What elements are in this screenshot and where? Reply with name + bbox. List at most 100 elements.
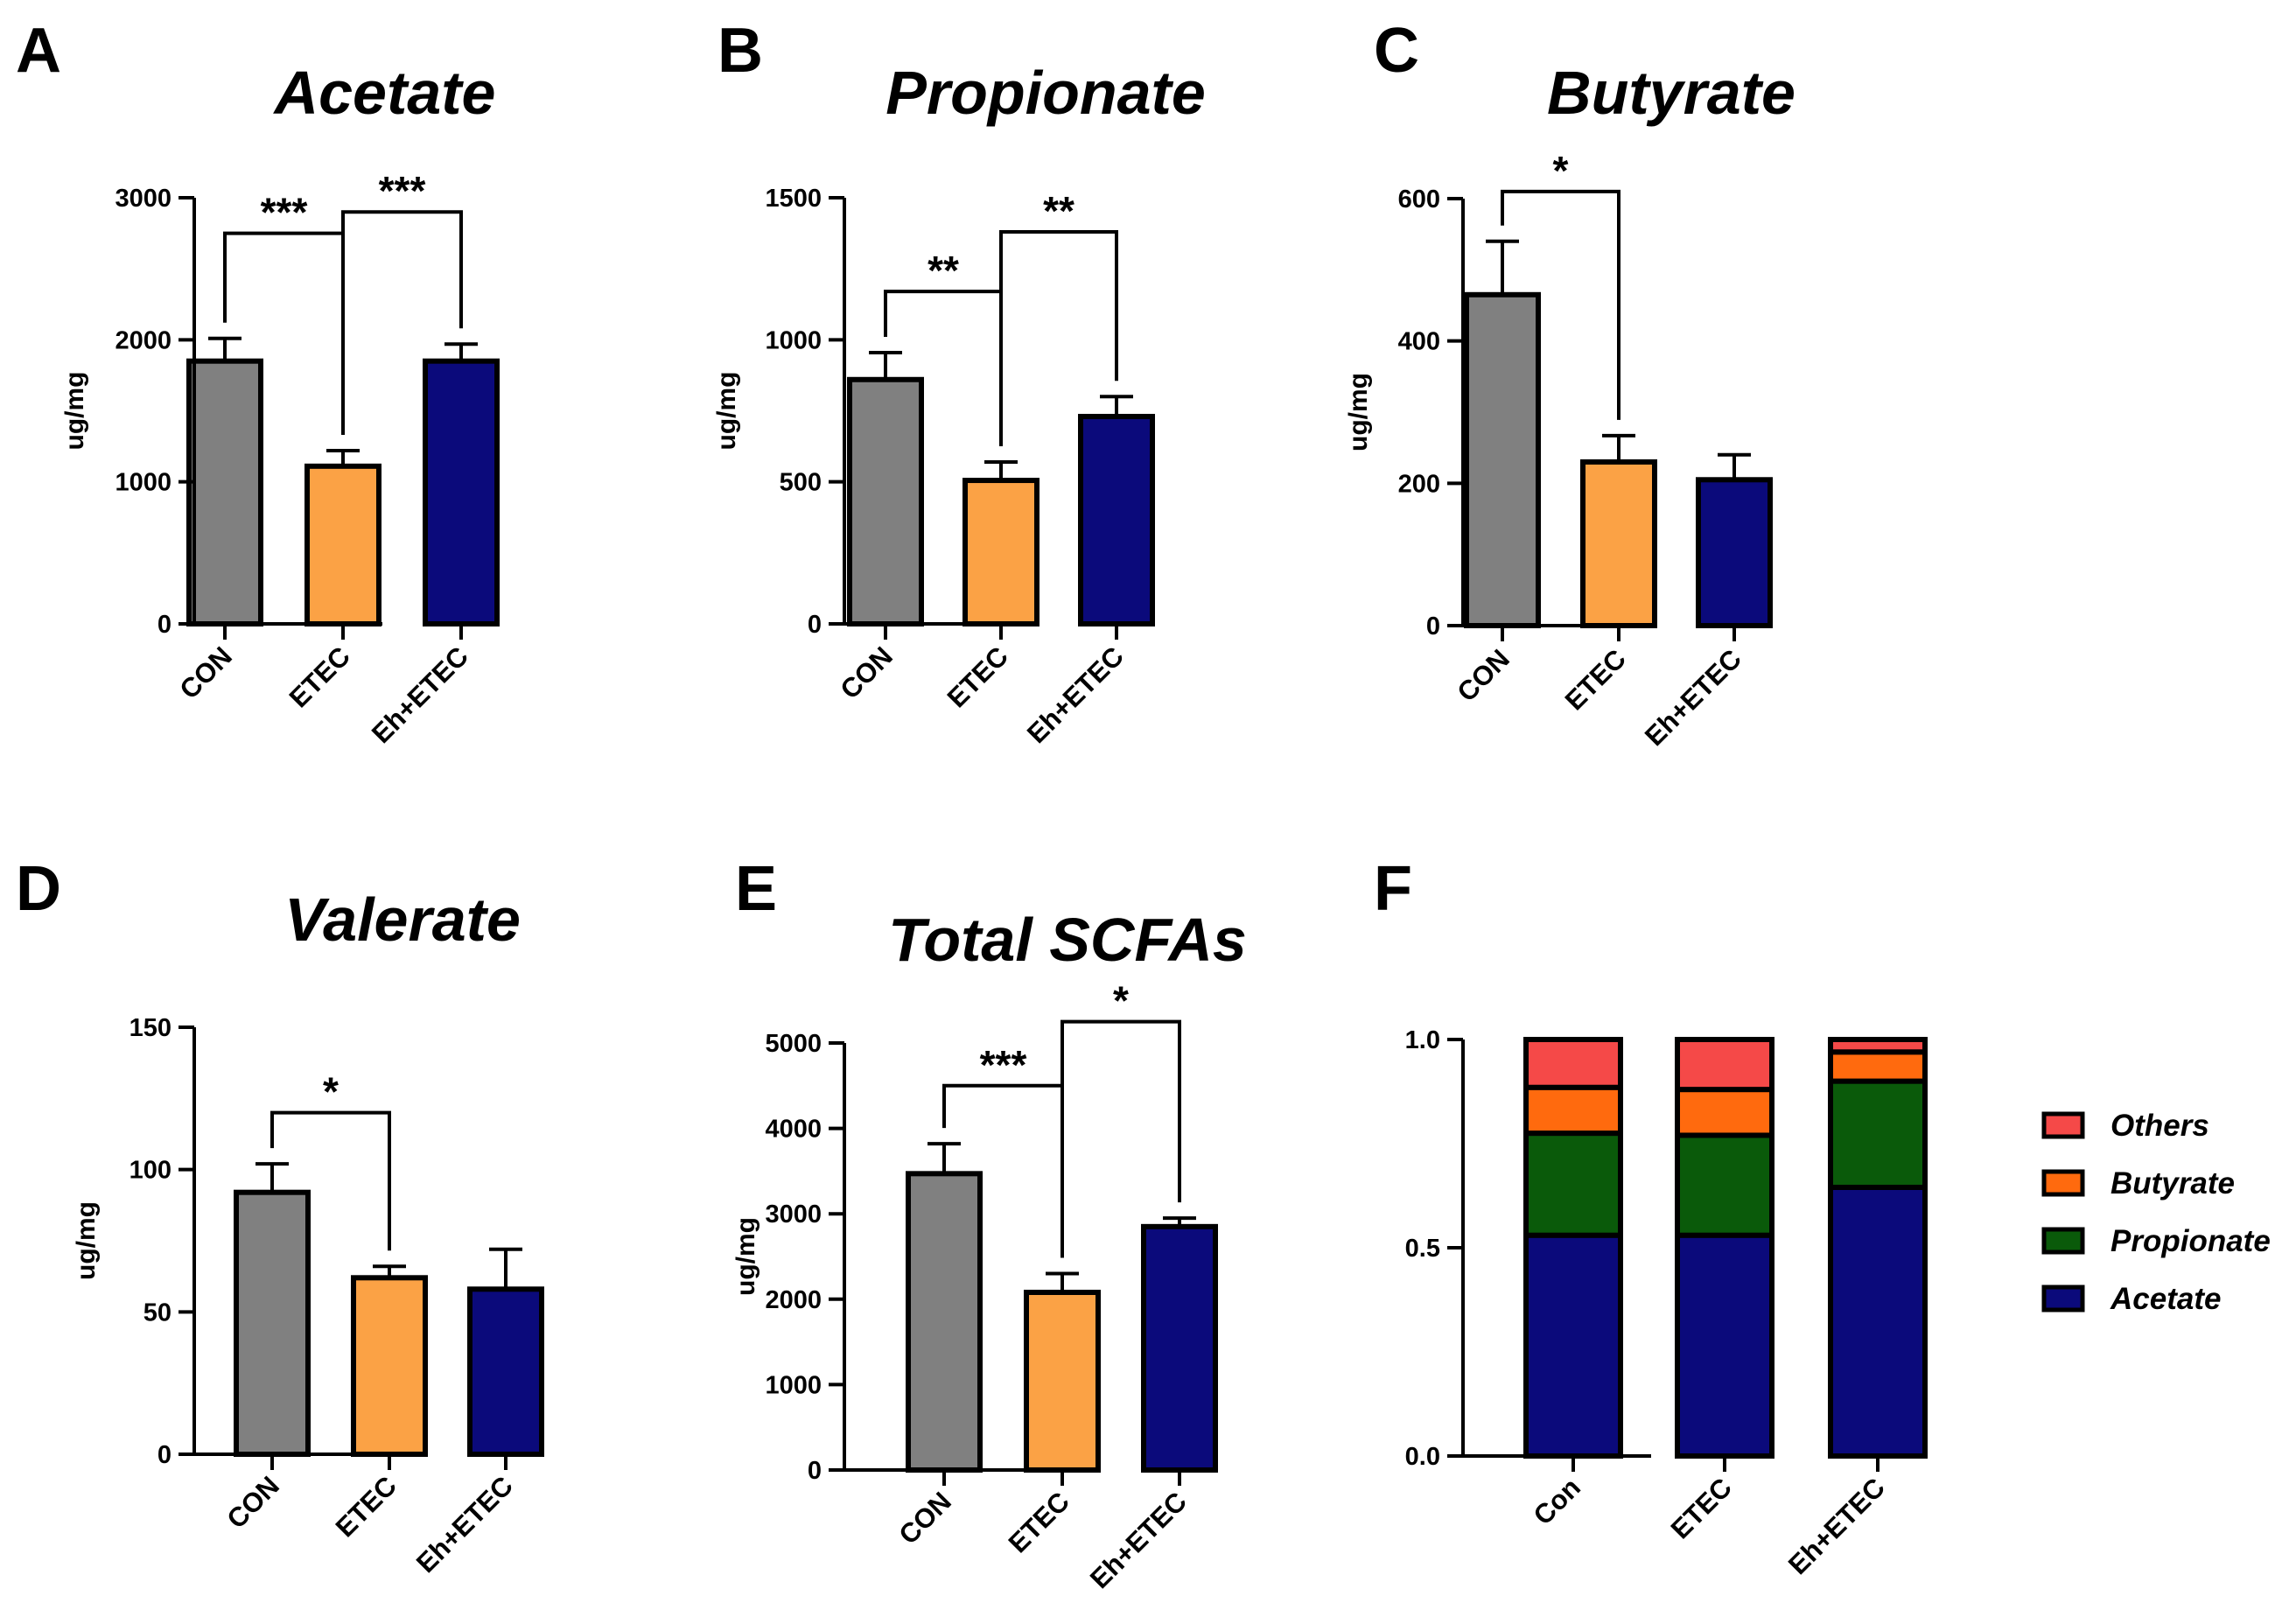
significance-bracket <box>999 229 1118 446</box>
panel-label: B <box>718 16 763 86</box>
panel-label: C <box>1374 16 1419 86</box>
y-tick-label: 2000 <box>765 1286 822 1314</box>
panel-label: E <box>735 854 777 924</box>
legend-swatch <box>2041 1227 2085 1255</box>
y-tick-label: 0.0 <box>1405 1443 1440 1471</box>
y-tick-label: 100 <box>130 1157 172 1185</box>
y-tick-label: 0 <box>1426 612 1440 640</box>
x-tick-label: CON <box>220 1470 284 1534</box>
y-tick-label: 0 <box>808 1457 822 1485</box>
panel-label: F <box>1374 854 1412 924</box>
y-tick-label: 4000 <box>765 1116 822 1144</box>
bar <box>467 1286 544 1457</box>
legend-label: Propionate <box>2110 1224 2271 1258</box>
y-tick-label: 150 <box>130 1014 172 1042</box>
x-tick-label: ETEC <box>284 640 356 713</box>
stack-segment-others <box>1675 1037 1774 1093</box>
legend: Others Butyrate Propionate Acetate <box>2041 1109 2271 1316</box>
chart-title: Valerate <box>284 886 521 954</box>
y-axis-label: ug/mg <box>72 1201 101 1280</box>
x-tick-label: CON <box>1451 643 1515 707</box>
bar <box>1024 1289 1101 1473</box>
y-tick-label: 5000 <box>765 1030 822 1058</box>
chart-title: Total SCFAs <box>888 906 1247 974</box>
x-tick-label: Eh+ETEC <box>410 1470 519 1578</box>
stack-segment-propionate <box>1675 1132 1774 1238</box>
y-tick-label: 3000 <box>765 1200 822 1228</box>
bar <box>351 1275 428 1457</box>
y-tick-label: 1500 <box>765 185 822 213</box>
y-tick-label: 3000 <box>115 185 172 213</box>
bar <box>1078 413 1155 627</box>
bar <box>304 463 382 626</box>
significance-bracket <box>1060 1019 1181 1258</box>
legend-label: Others <box>2110 1109 2209 1143</box>
significance-label: ** <box>928 248 959 293</box>
stack-segment-butyrate <box>1828 1049 1928 1084</box>
bar <box>906 1171 983 1473</box>
stack-segment-butyrate <box>1523 1084 1623 1137</box>
stack-segment-propionate <box>1523 1130 1623 1238</box>
x-tick-label: Eh+ETEC <box>366 640 474 749</box>
stack-segment-butyrate <box>1675 1087 1774 1138</box>
y-axis-label: ug/mg <box>712 372 741 451</box>
stack-segment-acetate <box>1523 1232 1623 1459</box>
bar <box>847 376 924 626</box>
significance-label: *** <box>980 1042 1027 1088</box>
y-axis-label: ug/mg <box>732 1217 760 1296</box>
bar <box>234 1189 311 1458</box>
legend-swatch <box>2041 1284 2085 1312</box>
y-tick-label: 0.5 <box>1405 1235 1440 1263</box>
significance-label: * <box>323 1069 339 1115</box>
y-tick-label: 1000 <box>765 326 822 354</box>
stack-segment-propionate <box>1828 1078 1928 1190</box>
y-tick-label: 50 <box>144 1298 172 1326</box>
legend-label: Butyrate <box>2110 1166 2235 1200</box>
x-tick-label: Eh+ETEC <box>1639 643 1747 752</box>
bar <box>186 358 263 626</box>
panel-label: D <box>16 854 61 924</box>
y-tick-label: 0 <box>158 611 172 639</box>
chart-title: Propionate <box>886 59 1206 127</box>
y-tick-label: 0 <box>808 611 822 639</box>
significance-label: *** <box>261 190 308 235</box>
chart-title: Acetate <box>273 59 496 127</box>
x-tick-label: CON <box>834 640 898 704</box>
x-tick-label: CON <box>173 640 237 704</box>
panel-B: B Propionate ug/mg ** ** 0 500 1000 1500 CON ETEC E… <box>712 16 1206 749</box>
y-tick-label: 0 <box>158 1441 172 1469</box>
y-tick-label: 200 <box>1398 470 1440 498</box>
bar <box>1696 477 1773 628</box>
panel-label: A <box>16 16 61 86</box>
panel-C: C Butyrate ug/mg * 0 200 400 600 CON ETEC Eh+ETEC <box>1344 16 1796 752</box>
y-tick-label: 500 <box>780 469 822 497</box>
x-tick-label: ETEC <box>330 1470 402 1543</box>
bar <box>962 478 1040 626</box>
bar <box>1141 1223 1218 1473</box>
x-tick-label: ETEC <box>1665 1472 1738 1544</box>
significance-label: * <box>1553 148 1569 193</box>
significance-bracket <box>1501 189 1620 420</box>
bar <box>1580 458 1657 629</box>
significance-bracket <box>270 1110 391 1251</box>
chart-title: Butyrate <box>1547 59 1796 127</box>
y-tick-label: 1000 <box>765 1371 822 1399</box>
legend-label: Acetate <box>2110 1282 2221 1316</box>
legend-swatch <box>2041 1169 2085 1197</box>
x-tick-label: ETEC <box>942 640 1014 713</box>
x-tick-label: ETEC <box>1003 1486 1075 1558</box>
y-axis-label: ug/mg <box>1344 373 1373 452</box>
legend-swatch <box>2041 1111 2085 1139</box>
y-tick-label: 400 <box>1398 328 1440 356</box>
panel-F: F Others Butyrate Propionate Acetate 0.0 0.5 1.… <box>1374 854 2271 1580</box>
x-tick-label: Eh+ETEC <box>1021 640 1130 749</box>
stack-segment-acetate <box>1675 1232 1774 1459</box>
x-tick-label: Eh+ETEC <box>1084 1486 1193 1594</box>
stack-segment-others <box>1523 1037 1623 1090</box>
panel-D: D Valerate ug/mg * 0 50 100 150 CON ETEC Eh+ETEC <box>16 854 544 1578</box>
significance-bracket <box>341 210 463 435</box>
stack-segment-others <box>1828 1037 1928 1055</box>
bar <box>423 358 500 626</box>
